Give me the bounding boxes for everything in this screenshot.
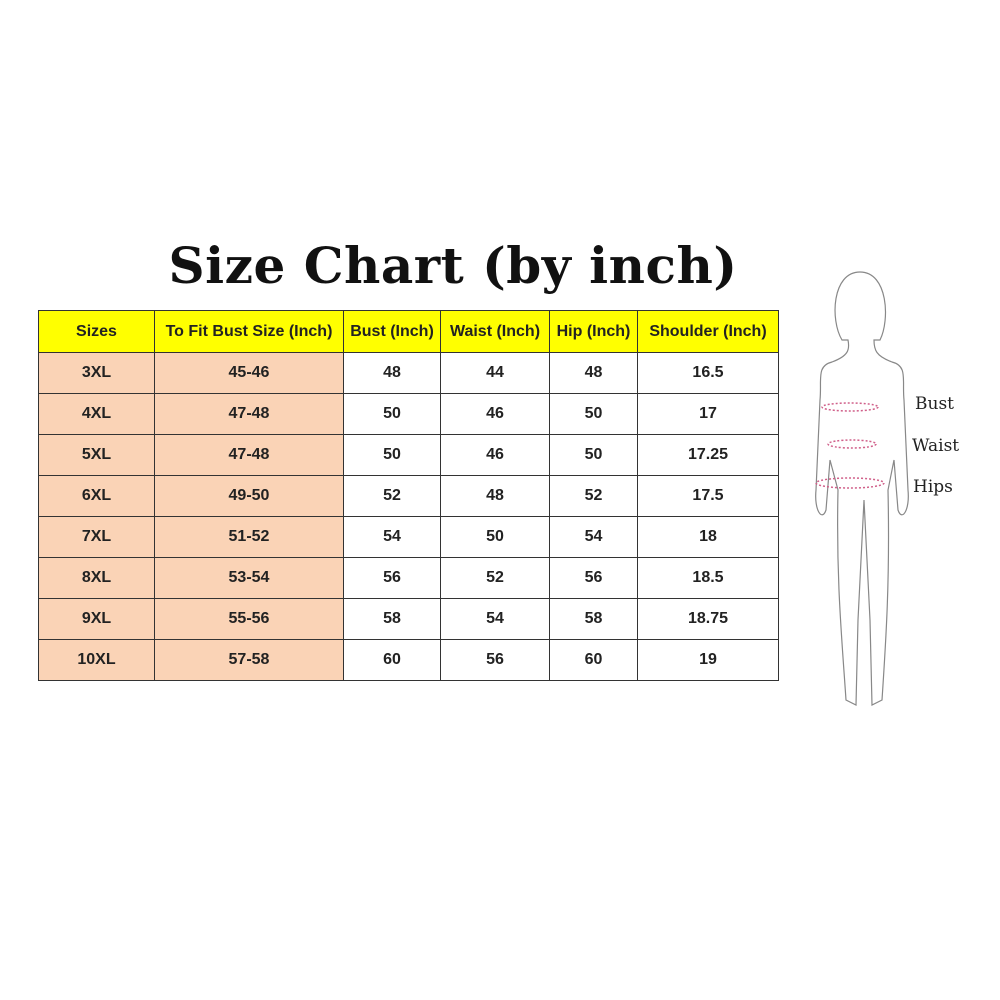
table-cell: 18.75 [637,598,779,640]
table-cell: 56 [440,639,550,681]
table-cell: 56 [549,557,638,599]
table-cell: 58 [549,598,638,640]
table-cell: 60 [343,639,441,681]
table-cell: 47-48 [154,393,344,435]
table-cell: 50 [440,516,550,558]
table-cell: 50 [343,434,441,476]
waist-label: Waist [912,436,960,456]
table-cell: 7XL [38,516,155,558]
table-cell: 54 [549,516,638,558]
table-row: 5XL 47-48 50 46 50 17.25 [38,434,779,476]
table-cell: 8XL [38,557,155,599]
table-row: 7XL 51-52 54 50 54 18 [38,516,779,558]
table-cell: 4XL [38,393,155,435]
table-row: 9XL 55-56 58 54 58 18.75 [38,598,779,640]
table-cell: 16.5 [637,352,779,394]
table-cell: 57-58 [154,639,344,681]
table-cell: 17.5 [637,475,779,517]
table-cell: 19 [637,639,779,681]
body-figure-illustration [815,271,909,706]
table-cell: 52 [549,475,638,517]
table-cell: 50 [549,434,638,476]
table-cell: 17 [637,393,779,435]
table-cell: 46 [440,434,550,476]
table-cell: 6XL [38,475,155,517]
table-cell: 5XL [38,434,155,476]
table-cell: 51-52 [154,516,344,558]
header-hip: Hip (Inch) [549,310,638,353]
table-cell: 17.25 [637,434,779,476]
table-cell: 60 [549,639,638,681]
table-cell: 9XL [38,598,155,640]
table-cell: 49-50 [154,475,344,517]
table-cell: 45-46 [154,352,344,394]
table-row: 8XL 53-54 56 52 56 18.5 [38,557,779,599]
table-cell: 47-48 [154,434,344,476]
page-title: Size Chart (by inch) [168,236,738,295]
table-cell: 53-54 [154,557,344,599]
table-cell: 48 [343,352,441,394]
header-bust: Bust (Inch) [343,310,441,353]
table-cell: 52 [440,557,550,599]
table-cell: 44 [440,352,550,394]
table-cell: 54 [440,598,550,640]
table-cell: 52 [343,475,441,517]
header-waist: Waist (Inch) [440,310,550,353]
table-cell: 48 [549,352,638,394]
size-chart-table: Sizes To Fit Bust Size (Inch) Bust (Inch… [38,310,779,681]
header-shoulder: Shoulder (Inch) [637,310,779,353]
table-cell: 58 [343,598,441,640]
table-cell: 18 [637,516,779,558]
table-row: 10XL 57-58 60 56 60 19 [38,639,779,681]
hips-label: Hips [913,477,953,497]
bust-label: Bust [915,394,954,414]
table-cell: 56 [343,557,441,599]
table-cell: 48 [440,475,550,517]
table-row: 6XL 49-50 52 48 52 17.5 [38,475,779,517]
table-cell: 46 [440,393,550,435]
header-row: Sizes To Fit Bust Size (Inch) Bust (Inch… [38,310,779,353]
measure-lines [815,402,885,489]
table-cell: 3XL [38,352,155,394]
header-sizes: Sizes [38,310,155,353]
table-cell: 50 [343,393,441,435]
table-cell: 50 [549,393,638,435]
table-cell: 10XL [38,639,155,681]
table-row: 4XL 47-48 50 46 50 17 [38,393,779,435]
table-cell: 54 [343,516,441,558]
table-row: 3XL 45-46 48 44 48 16.5 [38,352,779,394]
header-fit-bust: To Fit Bust Size (Inch) [154,310,344,353]
table-cell: 55-56 [154,598,344,640]
table-cell: 18.5 [637,557,779,599]
